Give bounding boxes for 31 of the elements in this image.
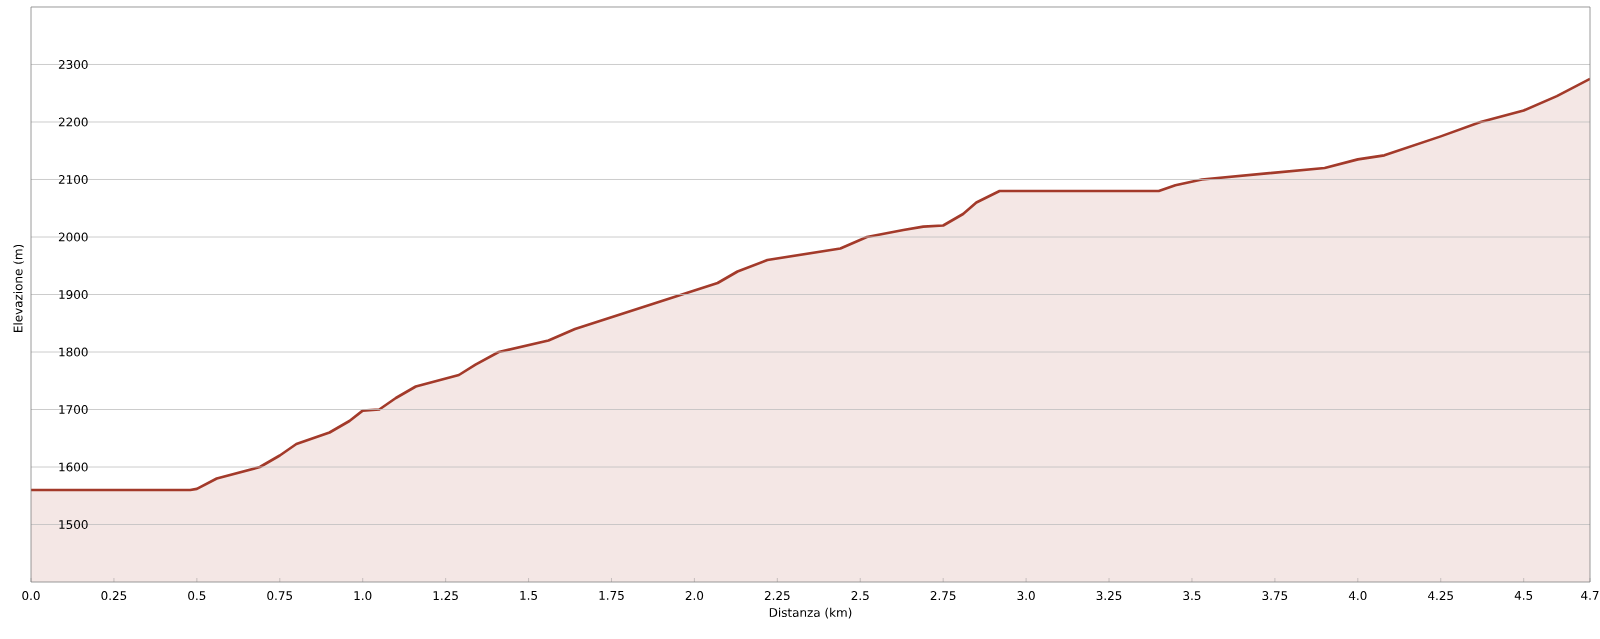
x-tick-label: 2.5	[851, 591, 869, 601]
y-tick-label: 2000	[58, 232, 88, 242]
x-tick-label: 2.25	[764, 591, 790, 601]
x-tick-label: 1.75	[599, 591, 624, 600]
x-tick-label: 0.5	[188, 591, 206, 601]
y-tick-label: 2200	[58, 117, 88, 127]
y-tick-label: 2300	[58, 59, 88, 69]
x-tick-label: 2.0	[685, 591, 704, 601]
x-tick-label: 3.75	[1262, 591, 1288, 601]
y-tick-label: 1600	[59, 462, 88, 472]
x-tick-label: 4.25	[1428, 591, 1453, 601]
x-tick-label: 0.25	[101, 591, 127, 601]
x-tick-label: 0.0	[22, 591, 40, 601]
x-axis-title: Distanza (km)	[769, 607, 852, 619]
x-tick-label: 3.5	[1183, 591, 1201, 601]
x-tick-label: 1.5	[520, 591, 538, 600]
y-axis-title: Elevazione (m)	[13, 244, 24, 332]
x-tick-label: 1.25	[433, 591, 458, 601]
x-tick-label: 3.0	[1017, 591, 1035, 601]
x-tick-label: 4.7	[1581, 591, 1599, 600]
y-tick-label: 2100	[58, 174, 88, 184]
y-tick-label: 1900	[59, 289, 88, 300]
x-tick-label: 2.75	[930, 591, 956, 601]
x-tick-label: 1.0	[354, 591, 372, 601]
y-tick-label: 1800	[59, 347, 88, 357]
x-tick-label: 4.0	[1348, 591, 1367, 601]
y-tick-label: 1500	[59, 519, 88, 530]
x-tick-label: 4.5	[1514, 591, 1533, 600]
y-tick-label: 1700	[59, 404, 88, 415]
x-tick-label: 3.25	[1096, 591, 1122, 601]
x-tick-label: 0.75	[267, 591, 293, 601]
